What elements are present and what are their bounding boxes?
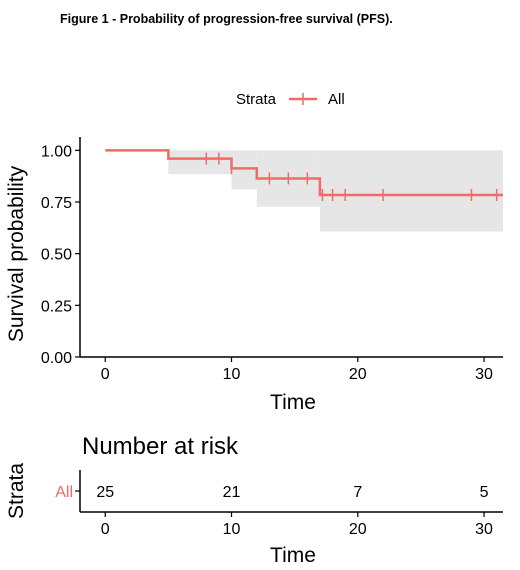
risk-count: 25 [96, 484, 114, 501]
y-tick-label: 0.25 [41, 298, 72, 315]
risk-count: 7 [353, 484, 362, 501]
survival-step-line [105, 149, 503, 197]
confidence-band [168, 150, 503, 232]
risk-x-tick-label: 0 [101, 521, 110, 538]
x-tick-label: 0 [101, 366, 110, 383]
legend-title: Strata [236, 91, 277, 108]
risk-table-title: Number at risk [82, 433, 239, 460]
risk-count: 5 [480, 484, 489, 501]
figure-caption: Figure 1 - Probability of progression-fr… [60, 12, 393, 26]
x-tick-label: 30 [475, 366, 493, 383]
ci-band-segment [319, 150, 503, 232]
x-tick-label: 20 [349, 366, 367, 383]
plot-axes: 0.00 0.25 0.50 0.75 1.00 0 10 20 30 [41, 137, 503, 383]
risk-x-tick-label: 30 [475, 521, 493, 538]
y-tick-label: 1.00 [41, 143, 72, 160]
survival-plot: 0.00 0.25 0.50 0.75 1.00 0 10 20 30 Survival pro… [5, 137, 503, 414]
ci-band-segment [231, 150, 257, 190]
y-axis-title: Survival probability [5, 165, 28, 342]
risk-table-y-title: Strata [5, 463, 28, 519]
risk-axes: 0 10 20 30 [75, 470, 503, 538]
risk-table: Number at risk Strata All 25 21 7 5 0 10 20 30… [5, 433, 503, 567]
x-tick-label: 10 [223, 366, 241, 383]
y-tick-label: 0.75 [41, 195, 72, 212]
legend-entry-all: All [328, 91, 345, 108]
risk-x-tick-label: 10 [223, 521, 241, 538]
y-tick-label: 0.50 [41, 247, 72, 264]
risk-x-axis-title: Time [270, 544, 316, 567]
risk-values: 25 21 7 5 [96, 484, 488, 501]
risk-strata-label: All [55, 484, 73, 501]
ci-band-segment [168, 150, 232, 175]
survival-curve [105, 149, 503, 197]
x-axis-title: Time [270, 391, 316, 414]
censor-marks [205, 152, 498, 201]
risk-count: 21 [223, 484, 241, 501]
risk-x-tick-label: 20 [349, 521, 367, 538]
legend: Strata All [236, 91, 345, 108]
y-tick-label: 0.00 [41, 350, 72, 367]
